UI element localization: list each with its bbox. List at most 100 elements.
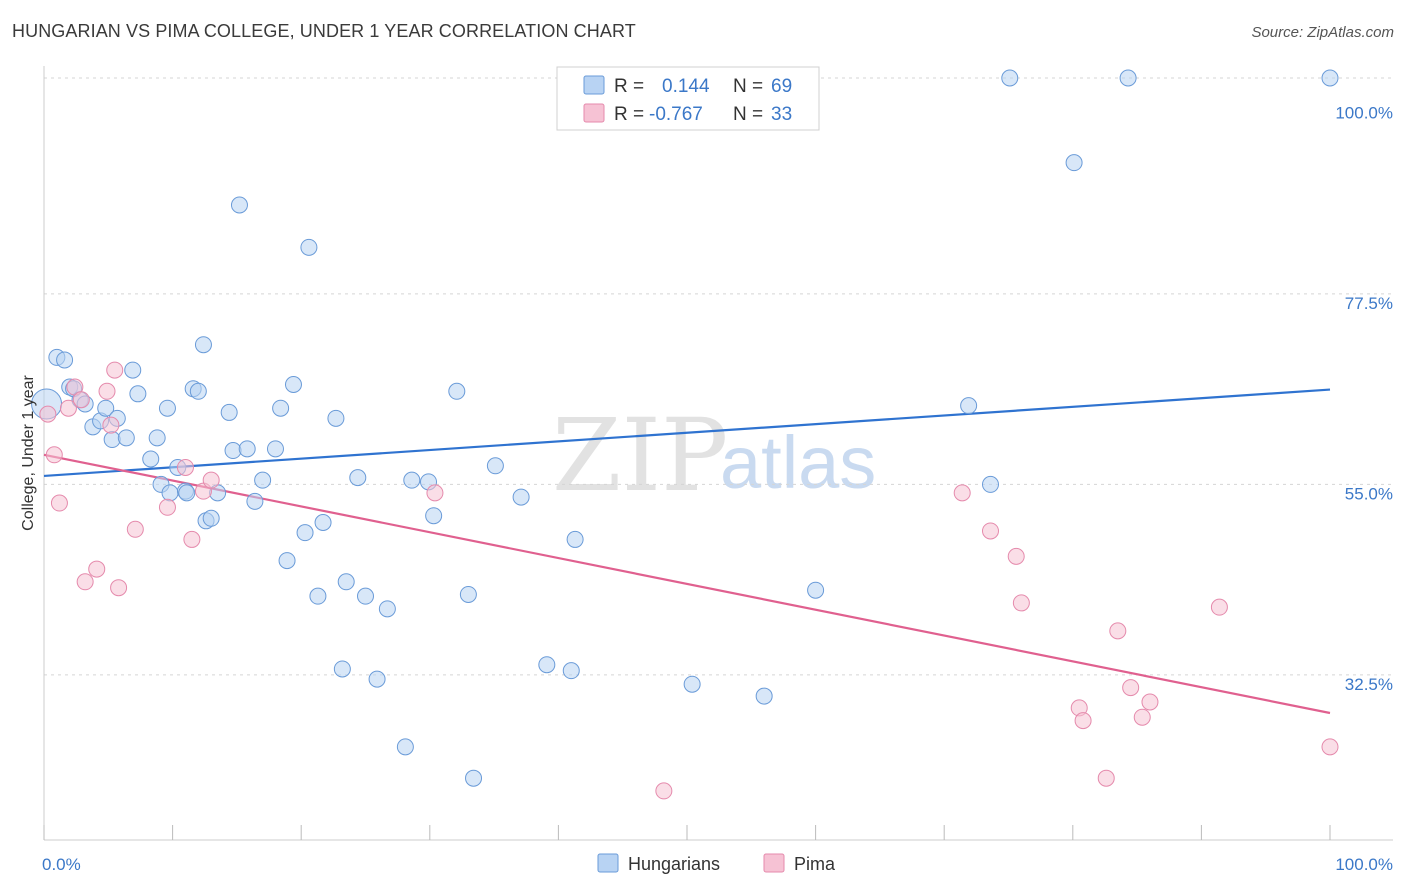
point-hungarians [296,524,314,542]
point-hungarians [220,403,238,421]
point-pima [72,391,90,409]
point-pima [202,471,220,489]
data-points [31,69,1339,800]
point-pima [88,560,106,578]
point-pima [655,782,673,800]
point-hungarians [178,484,196,502]
legend-swatch-pima [583,103,605,123]
point-hungarians [117,429,135,447]
point-hungarians [1065,154,1083,172]
y-tick-label: 55.0% [1345,484,1393,503]
point-hungarians [465,769,483,787]
point-hungarians [755,687,773,705]
legend-n-value-pima: 33 [771,104,792,125]
point-pima [426,484,444,502]
point-hungarians [246,492,264,510]
point-hungarians [194,336,212,354]
point-hungarians [309,587,327,605]
legend-swatch-hungarians [583,75,605,95]
point-hungarians [238,440,256,458]
point-pima [1007,547,1025,565]
point-pima [1321,738,1339,756]
point-hungarians [284,375,302,393]
point-hungarians [314,514,332,531]
point-pima [126,520,144,538]
watermark: ZIP atlas [552,397,876,514]
watermark-zip: ZIP [552,397,728,514]
point-hungarians [202,509,220,527]
point-hungarians [300,238,318,256]
point-hungarians [403,471,421,489]
point-hungarians [683,675,701,693]
point-hungarians [538,656,556,674]
point-pima [1012,594,1030,612]
point-hungarians [378,600,396,618]
legend-r-label-pima: R = [614,104,644,125]
y-tick-labels: 100.0% 77.5% 55.0% 32.5% [1335,103,1393,694]
point-hungarians [459,585,477,603]
point-pima [158,498,176,516]
stats-legend: R = 0.144 N = 69 R = -0.767 N = 33 [556,66,820,131]
legend-r-value-hungarians: 0.144 [662,76,710,97]
legend-n-label-pima: N = [733,104,763,125]
point-hungarians [562,662,580,680]
x-tick-label: 100.0% [1335,855,1393,874]
point-hungarians [97,399,115,417]
point-hungarians [142,450,160,468]
chart-source: Source: ZipAtlas.com [1251,24,1394,41]
chart-title: HUNGARIAN VS PIMA COLLEGE, UNDER 1 YEAR … [12,21,636,41]
legend-n-label-hungarians: N = [733,76,763,97]
point-hungarians [333,660,351,678]
point-hungarians [425,507,443,525]
point-pima [981,522,999,540]
axes [43,66,1393,841]
point-hungarians [368,670,386,688]
point-pima [1097,769,1115,787]
x-tick-labels: 0.0% 100.0% [42,855,1393,874]
point-pima [106,361,124,379]
point-pima [102,416,120,434]
point-hungarians [566,530,584,548]
point-hungarians [396,738,414,756]
point-hungarians [512,488,530,506]
point-pima [98,382,116,400]
series-legend: Hungarians Pima [597,853,836,874]
point-hungarians [357,587,374,605]
trend-line-hungarians [43,388,1331,478]
point-hungarians [337,573,355,591]
point-hungarians [278,552,296,570]
point-hungarians [254,471,272,489]
point-pima [176,458,194,476]
point-pima [1122,679,1140,697]
point-hungarians [230,196,248,214]
point-hungarians [161,484,179,502]
point-hungarians [960,397,978,415]
series-legend-label-hungarians: Hungarians [628,854,720,874]
y-tick-label: 77.5% [1345,294,1393,313]
y-axis-label: College, Under 1 year [20,375,37,531]
x-tick-label: 0.0% [42,855,81,874]
point-hungarians [327,409,345,427]
point-hungarians [56,351,74,369]
legend-r-value-pima: -0.767 [649,104,703,125]
point-pima [59,399,77,417]
point-pima [50,494,68,512]
point-hungarians [189,382,207,400]
point-hungarians [224,442,242,460]
point-pima [1133,708,1151,726]
point-pima [1141,693,1159,711]
point-hungarians [807,581,825,599]
point-hungarians [1119,69,1137,87]
point-hungarians [981,475,999,493]
point-hungarians [1001,69,1019,87]
point-hungarians [272,399,290,417]
point-hungarians [148,429,166,447]
grid [44,77,1393,676]
legend-n-value-hungarians: 69 [771,76,792,97]
point-hungarians [158,399,176,417]
y-tick-label: 32.5% [1345,675,1393,694]
watermark-atlas: atlas [720,421,876,504]
point-hungarians [1321,69,1339,87]
point-pima [1210,598,1228,616]
